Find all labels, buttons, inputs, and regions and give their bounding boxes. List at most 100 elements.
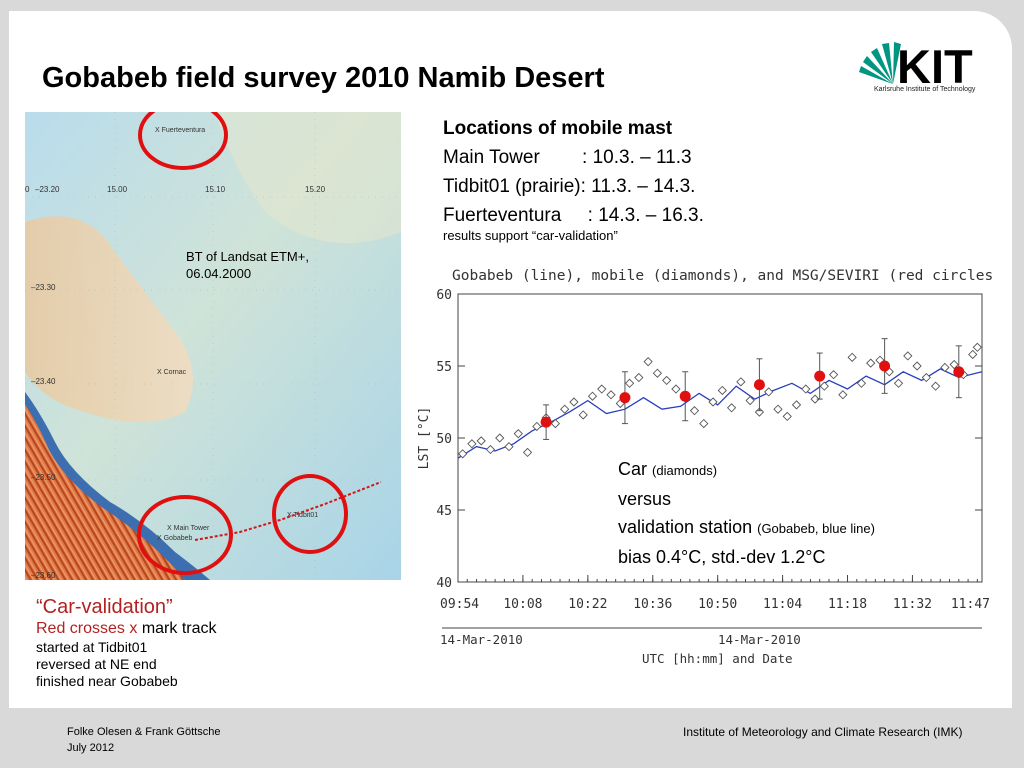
diamond-point	[773, 404, 783, 414]
x-tick-label: 10:22	[568, 597, 607, 612]
kit-logo: KIT	[859, 40, 973, 93]
location-row: Main Tower : 10.3. – 11.3	[443, 147, 692, 168]
diamond-point	[791, 400, 802, 410]
y-tick-label: 55	[436, 360, 452, 375]
kit-logo-text: KIT	[897, 40, 973, 93]
map-caption-line2: 06.04.2000	[186, 266, 252, 281]
diamond-point	[810, 394, 820, 404]
diamond-point	[838, 390, 848, 400]
diamond-point	[708, 397, 718, 407]
diamond-point	[745, 395, 755, 406]
diamond-point	[949, 359, 959, 370]
diamond-point	[532, 421, 542, 432]
location-row: Tidbit01 (prairie): 11.3. – 14.3.	[443, 176, 696, 197]
seviri-point	[879, 360, 891, 372]
car-line: reversed at NE end	[36, 656, 157, 672]
footer-left: Folke Olesen & Frank Göttsche July 2012	[67, 724, 220, 756]
x-tick-label: 11:47	[951, 597, 990, 612]
kit-fan-icon	[859, 42, 901, 84]
map-caption-line1: BT of Landsat ETM+,	[186, 249, 309, 264]
diamond-point	[940, 362, 950, 373]
diamond-point	[828, 370, 839, 380]
diamond-point	[671, 384, 681, 394]
diamond-point	[624, 378, 635, 388]
car-mark-track: mark track	[137, 620, 217, 637]
diamond-point	[597, 384, 607, 394]
x-tick-label: 10:50	[698, 597, 737, 612]
diamond-point	[801, 384, 811, 394]
landsat-map: 0 –23.20 15.00 15.10 15.20 –23.30 –23.40…	[25, 112, 401, 580]
annot-car-small: (diamonds)	[652, 463, 718, 478]
y-tick-label: 45	[436, 504, 452, 519]
locations-block: Locations of mobile mast Main Tower : 10…	[443, 114, 704, 244]
map-label-gobabeb: X Gobabeb	[157, 535, 193, 542]
diamond-point	[504, 442, 514, 452]
chart-annotation: Car (diamonds) versus validation station…	[618, 455, 875, 571]
diamond-point	[578, 410, 588, 420]
annot-station-small: (Gobabeb, blue line)	[757, 521, 875, 536]
map-caption: BT of Landsat ETM+, 06.04.2000	[186, 248, 309, 282]
car-red-crosses: Red crosses x	[36, 620, 138, 637]
footer-date: July 2012	[67, 742, 115, 754]
diamond-point	[819, 381, 829, 391]
chart-xlabel: UTC [hh:mm] and Date	[642, 651, 793, 666]
diamond-point	[689, 406, 700, 416]
seviri-point	[953, 366, 965, 378]
seviri-point	[679, 390, 691, 402]
map-tick-lat-3: –23.60	[31, 571, 56, 580]
diamond-point	[866, 358, 876, 368]
diamond-point	[495, 433, 505, 443]
chart-date-left: 14-Mar-2010	[440, 632, 523, 647]
circle-main-tower	[137, 495, 233, 575]
x-tick-label: 11:32	[893, 597, 932, 612]
annot-station: validation station	[618, 517, 753, 537]
diamond-point	[476, 436, 486, 446]
diamond-point	[912, 361, 922, 371]
map-tick-lon-1: –23.20	[35, 185, 60, 194]
diamond-point	[764, 387, 774, 397]
diamond-point	[662, 375, 672, 386]
location-row: Fuerteventura : 14.3. – 16.3.	[443, 205, 704, 226]
y-tick-label: 40	[436, 576, 452, 591]
locations-heading: Locations of mobile mast	[443, 118, 673, 139]
diamond-point	[522, 447, 533, 458]
map-tick-lon-2: 15.00	[107, 185, 128, 194]
car-line: started at Tidbit01	[36, 639, 148, 655]
y-tick-label: 60	[436, 288, 452, 303]
map-tick-lon-4: 15.20	[305, 185, 326, 194]
car-validation-block: “Car-validation” Red crosses x mark trac…	[36, 595, 217, 690]
diamond-point	[606, 390, 616, 400]
map-tick-lat-2: –23.50	[31, 473, 56, 482]
diamond-point	[643, 357, 653, 367]
map-label-tidbit01: X Tidbit01	[287, 512, 318, 519]
map-tick-lon-0: 0	[25, 185, 30, 194]
circle-fuerteventura	[138, 112, 228, 170]
diamond-point	[467, 439, 477, 449]
car-validation-title: “Car-validation”	[36, 596, 173, 618]
map-tick-lon-3: 15.10	[205, 185, 226, 194]
car-line: finished near Gobabeb	[36, 673, 178, 689]
diamond-point	[569, 397, 579, 407]
diamond-point	[847, 352, 857, 362]
annot-car: Car	[618, 459, 648, 479]
diamond-point	[458, 449, 468, 459]
chart-title: Gobabeb (line), mobile (diamonds), and M…	[452, 268, 992, 284]
kit-logo-subtitle: Karlsruhe Institute of Technology	[874, 86, 976, 93]
diamond-point	[893, 378, 904, 388]
diamond-point	[550, 418, 561, 429]
chart-ylabel: LST [°C]	[417, 407, 432, 470]
slide-title: Gobabeb field survey 2010 Namib Desert	[42, 62, 605, 94]
diamond-point	[968, 349, 978, 360]
diamond-point	[782, 411, 792, 422]
x-tick-label: 11:04	[763, 597, 802, 612]
diamond-point	[652, 368, 663, 378]
annot-bias: bias 0.4°C, std.-dev 1.2°C	[618, 547, 826, 567]
diamond-point	[972, 342, 982, 352]
locations-note: results support “car-validation”	[443, 228, 618, 243]
lst-chart: Gobabeb (line), mobile (diamonds), and M…	[412, 258, 992, 672]
y-tick-label: 50	[436, 432, 452, 447]
footer-institute: Institute of Meteorology and Climate Res…	[683, 725, 963, 739]
circle-tidbit01	[272, 474, 348, 554]
diamond-point	[930, 381, 941, 391]
chart-date-center: 14-Mar-2010	[718, 632, 801, 647]
